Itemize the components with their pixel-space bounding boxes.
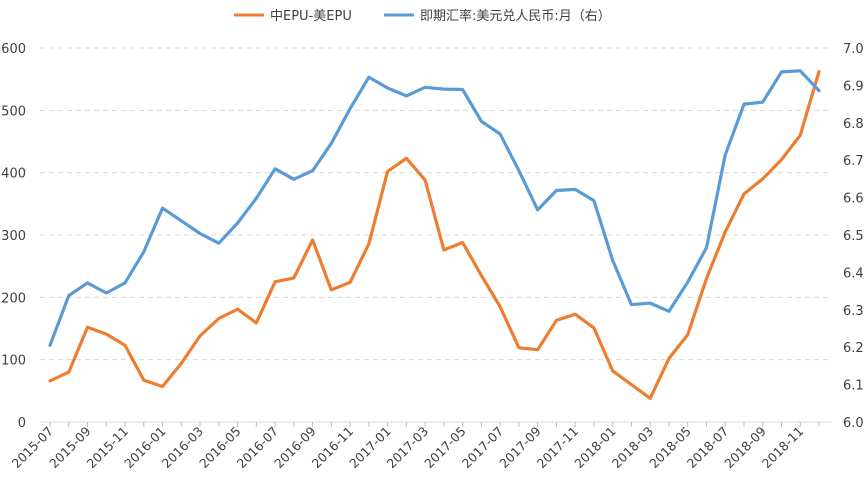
right-tick-label: 6.8 (843, 117, 864, 132)
left-tick-label: 400 (1, 167, 26, 182)
left-y-axis: 0 100 200 300 400 500 600 (1, 42, 26, 431)
right-tick-label: 7.0 (843, 42, 864, 57)
series-line-epu-diff (50, 72, 819, 399)
legend-label-fx: 即期汇率:美元兑人民币:月（右） (420, 8, 611, 24)
right-tick-label: 6.2 (843, 341, 864, 356)
right-y-axis: 6.0 6.1 6.2 6.3 6.4 6.5 6.6 6.7 6.8 6.9 7.0 (843, 42, 864, 431)
gridlines (40, 48, 832, 422)
right-tick-label: 6.5 (843, 229, 864, 244)
right-tick-label: 6.4 (843, 266, 864, 281)
series-line-usdcny (50, 71, 819, 346)
legend-label-epu: 中EPU-美EPU (270, 9, 352, 24)
left-tick-label: 200 (1, 291, 26, 306)
right-tick-label: 6.3 (843, 304, 864, 319)
left-tick-label: 500 (1, 104, 26, 119)
left-tick-label: 100 (1, 354, 26, 369)
right-tick-label: 6.9 (843, 79, 864, 94)
right-tick-label: 6.0 (843, 416, 864, 431)
legend: 中EPU-美EPU 即期汇率:美元兑人民币:月（右） (234, 8, 611, 24)
left-tick-label: 0 (18, 416, 26, 431)
left-tick-label: 300 (1, 229, 26, 244)
x-tick-label: 2018-11 (759, 424, 807, 472)
right-tick-label: 6.6 (843, 192, 864, 207)
series-lines (50, 71, 819, 399)
right-tick-label: 6.7 (843, 154, 864, 169)
right-tick-label: 6.1 (843, 379, 864, 394)
left-tick-label: 600 (1, 42, 26, 57)
x-axis: 2015-072015-092015-112016-012016-032016-… (9, 422, 819, 471)
